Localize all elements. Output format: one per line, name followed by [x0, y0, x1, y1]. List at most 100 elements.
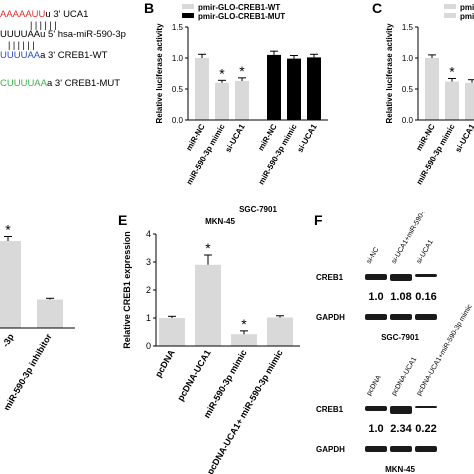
blot-caption: SGC-7901 — [381, 333, 419, 342]
significance-star: * — [239, 63, 245, 79]
bar — [0, 241, 21, 328]
legend-label-wt: pmir-GLO-CREB1-WT — [198, 3, 280, 12]
significance-star: * — [449, 63, 455, 79]
bar — [195, 264, 221, 346]
legend-swatch-mut — [182, 13, 194, 18]
creb1-mut-colored: CUUUUAA — [0, 78, 47, 89]
y-tick-label: 0.0 — [402, 116, 414, 125]
legend-label-2: pmi — [460, 12, 474, 21]
blot-panel-f: si-NC si-UCA1+miR-590-3p inhibitorsi-UCA1… — [316, 212, 474, 474]
legend-swatch-2 — [444, 13, 456, 18]
legend-swatch-wt — [182, 4, 194, 9]
creb1-band — [390, 274, 412, 281]
bar — [267, 54, 281, 120]
bar — [425, 58, 439, 120]
creb1-band — [390, 406, 412, 414]
significance-star: * — [241, 316, 247, 332]
category-label: pcDNA-UCA1+ miR-590-3p mimic — [205, 348, 285, 474]
creb1-band — [365, 274, 387, 280]
gapdh-band — [415, 446, 437, 452]
y-tick-label: 1.5 — [402, 23, 414, 32]
chart-e-title: MKN-45 — [205, 217, 235, 226]
legend-label-mut: pmir-GLO-CREB1-MUT — [198, 12, 285, 21]
y-tick-label: 3 — [146, 257, 151, 267]
gapdh-band — [365, 446, 387, 452]
y-tick-label: 4 — [146, 229, 151, 239]
y-tick-label: 1 — [146, 313, 151, 323]
mir-seq-line: UUUUAAu 5' hsa-miR-590-3p — [0, 29, 126, 40]
row-label-creb1: CREB1 — [316, 405, 344, 414]
uca1-seq-colored: AAAAAUU — [0, 9, 46, 20]
y-axis-label: Relative luciferase activity — [385, 23, 394, 124]
category-label: miR-590-3p mimic — [257, 122, 299, 186]
category-label: pcDNA — [153, 348, 177, 379]
bar — [307, 57, 321, 120]
bar — [267, 317, 293, 346]
significance-star: * — [5, 222, 11, 238]
bar — [465, 82, 474, 120]
band-value: 2.34 — [390, 423, 412, 435]
uca1-seq-line: AAAAAUUu 3' UCA1 — [0, 9, 88, 20]
y-axis-label: Relative luciferase activity — [155, 23, 164, 124]
band-value: 0.22 — [415, 423, 436, 435]
chart-e: MKN-45 0 1 2 3 4 Relative CREB1 expression pcDN… — [122, 217, 300, 474]
bar — [37, 299, 63, 328]
category-label: si-UCA1 — [295, 122, 319, 154]
category-label: pcDNA-UCA1 — [175, 348, 212, 403]
pairing-bars-2: | | | | | | — [8, 40, 35, 50]
bar — [235, 80, 249, 120]
panel-c-letter: C — [372, 0, 383, 16]
band-value: 0.16 — [415, 291, 436, 303]
band-value: 1.0 — [368, 291, 383, 303]
creb1-wt-line: UUUUAAa 3' CREB1-WT — [0, 50, 107, 61]
blot-caption: MKN-45 — [385, 465, 415, 474]
y-tick-label: 0 — [146, 341, 151, 351]
y-tick-label: 1.0 — [402, 54, 414, 63]
y-tick-label: 1.5 — [172, 23, 184, 32]
creb1-band — [365, 406, 387, 411]
category-label: miR-590-3p mimic — [415, 122, 457, 186]
category-label: -3p — [0, 332, 16, 349]
significance-star: * — [205, 240, 211, 256]
y-tick-label: 0.0 — [172, 116, 184, 125]
lane-label: si-NC — [366, 246, 381, 265]
bar — [195, 58, 209, 120]
bar — [159, 318, 185, 346]
gapdh-band — [415, 314, 437, 320]
y-tick-label: 0.5 — [172, 85, 184, 94]
pairing-bars: | | | | | | — [30, 20, 57, 30]
y-tick-label: 1.0 — [172, 54, 184, 63]
bar — [215, 82, 229, 120]
gapdh-band — [390, 314, 412, 320]
lane-label: pcDNA — [366, 374, 383, 397]
sequence-panel: AAAAAUUu 3' UCA1 | | | | | | UUUUAAu 5' … — [0, 0, 140, 110]
bar — [287, 58, 301, 120]
creb1-mut-line: CUUUUAAa 3' CREB1-MUT — [0, 78, 120, 89]
bar — [445, 81, 459, 120]
y-tick-label: 0.5 — [402, 85, 414, 94]
band-value: 1.0 — [368, 423, 383, 435]
category-label: si-UCA1 — [453, 122, 474, 154]
lane-label: pcDNA-UCA1 — [391, 356, 419, 397]
band-value: 1.08 — [390, 291, 411, 303]
gapdh-band — [390, 446, 412, 452]
row-label-gapdh: GAPDH — [316, 445, 345, 454]
chart-b-title: SGC-7901 — [239, 205, 277, 214]
panel-b-letter: B — [144, 0, 155, 16]
category-label: miR-590-3p mimic — [185, 122, 227, 186]
creb1-wt-rest: a 3' CREB1-WT — [40, 50, 108, 61]
creb1-mut-rest: a 3' CREB1-MUT — [46, 78, 121, 89]
row-label-creb1: CREB1 — [316, 273, 344, 282]
creb1-wt-colored: UUUUAA — [0, 50, 41, 61]
panel-f-letter: F — [314, 212, 323, 228]
significance-star: * — [219, 65, 225, 81]
legend-swatch-1 — [444, 4, 456, 9]
creb1-band — [415, 406, 437, 408]
row-label-gapdh: GAPDH — [316, 313, 345, 322]
bar — [231, 334, 257, 346]
lane-label: si-UCA1 — [416, 239, 435, 265]
y-axis-label: Relative CREB1 expression — [122, 231, 132, 349]
